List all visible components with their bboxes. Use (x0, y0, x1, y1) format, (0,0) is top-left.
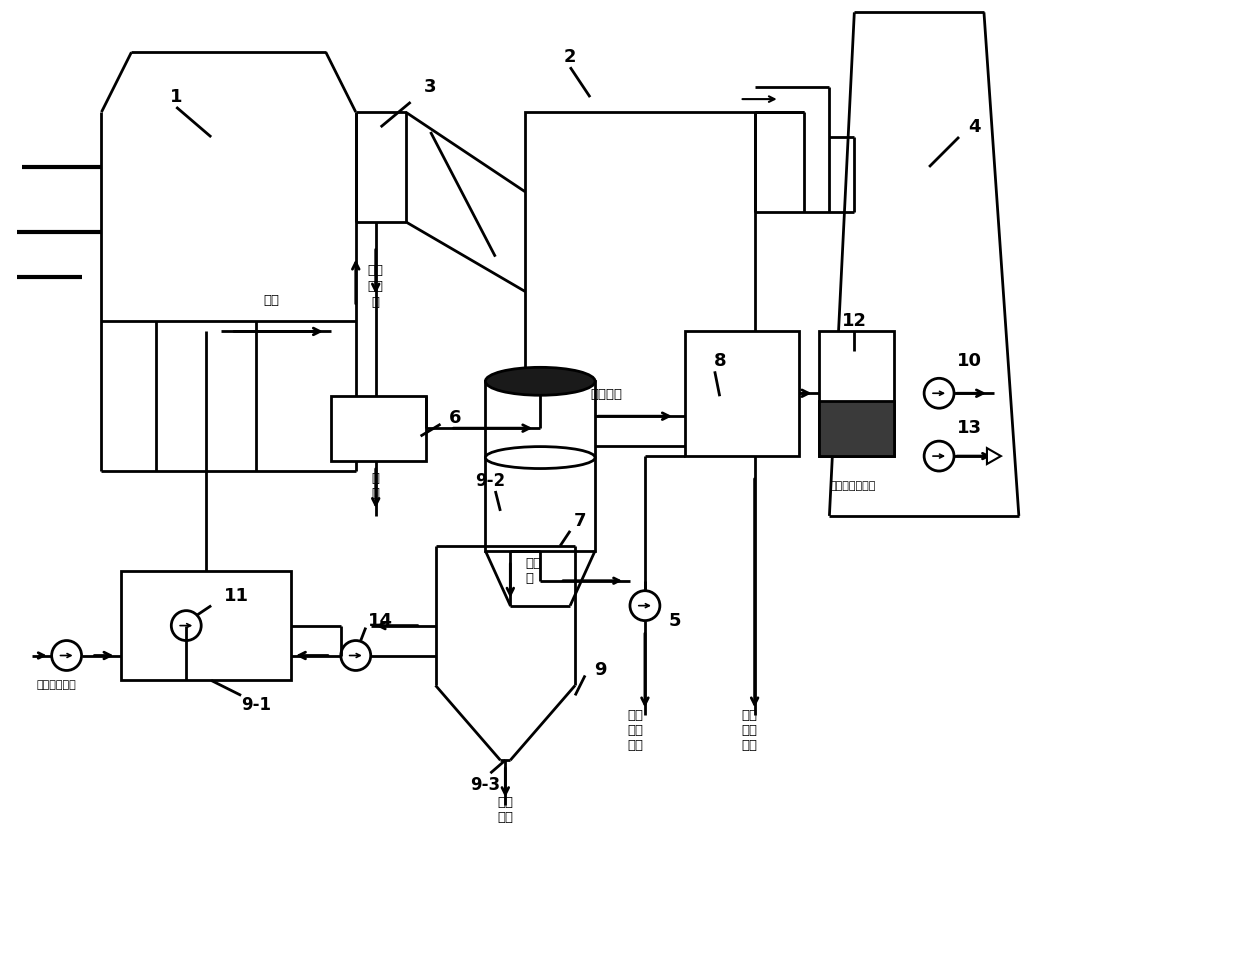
Text: 1: 1 (170, 88, 182, 106)
Bar (122, 571, 291, 680)
Text: 废水: 废水 (263, 294, 279, 306)
Bar (820, 331, 894, 456)
Text: 3: 3 (424, 78, 436, 97)
Text: 6: 6 (449, 410, 461, 427)
Text: 8: 8 (713, 353, 727, 370)
Text: 二次蒸汽冷凝水: 二次蒸汽冷凝水 (830, 481, 875, 491)
Text: 14: 14 (368, 611, 393, 630)
Text: 9: 9 (594, 662, 606, 679)
Bar (485, 382, 595, 551)
Text: 4: 4 (967, 118, 981, 136)
Bar (526, 112, 755, 446)
Ellipse shape (485, 367, 595, 395)
Text: 预处理后废水: 预处理后废水 (37, 680, 77, 691)
Text: 中间
热媒
水: 中间 热媒 水 (368, 264, 383, 309)
Text: 10: 10 (956, 353, 982, 370)
Text: 9-3: 9-3 (470, 776, 501, 794)
Text: 废浓
水缩: 废浓 水缩 (497, 796, 513, 824)
Text: 低加
凝结
水回: 低加 凝结 水回 (742, 709, 758, 752)
Text: 9-1: 9-1 (241, 696, 272, 715)
Text: 7: 7 (574, 512, 587, 530)
Bar (331, 396, 425, 461)
Text: 废
水: 废 水 (372, 472, 379, 500)
Bar (820, 401, 894, 456)
Bar (684, 331, 800, 456)
Text: 11: 11 (223, 586, 248, 605)
Text: 低加
凝结
水采: 低加 凝结 水采 (627, 709, 644, 752)
Text: 5: 5 (668, 611, 681, 630)
Text: 13: 13 (956, 419, 982, 438)
Text: 浓废
水: 浓废 水 (526, 556, 542, 584)
Text: 12: 12 (842, 312, 867, 330)
Text: 2: 2 (564, 48, 577, 67)
Polygon shape (987, 448, 1001, 464)
Ellipse shape (485, 446, 595, 469)
Text: 二次蒸汽: 二次蒸汽 (590, 388, 622, 401)
Text: 9-2: 9-2 (475, 472, 506, 490)
